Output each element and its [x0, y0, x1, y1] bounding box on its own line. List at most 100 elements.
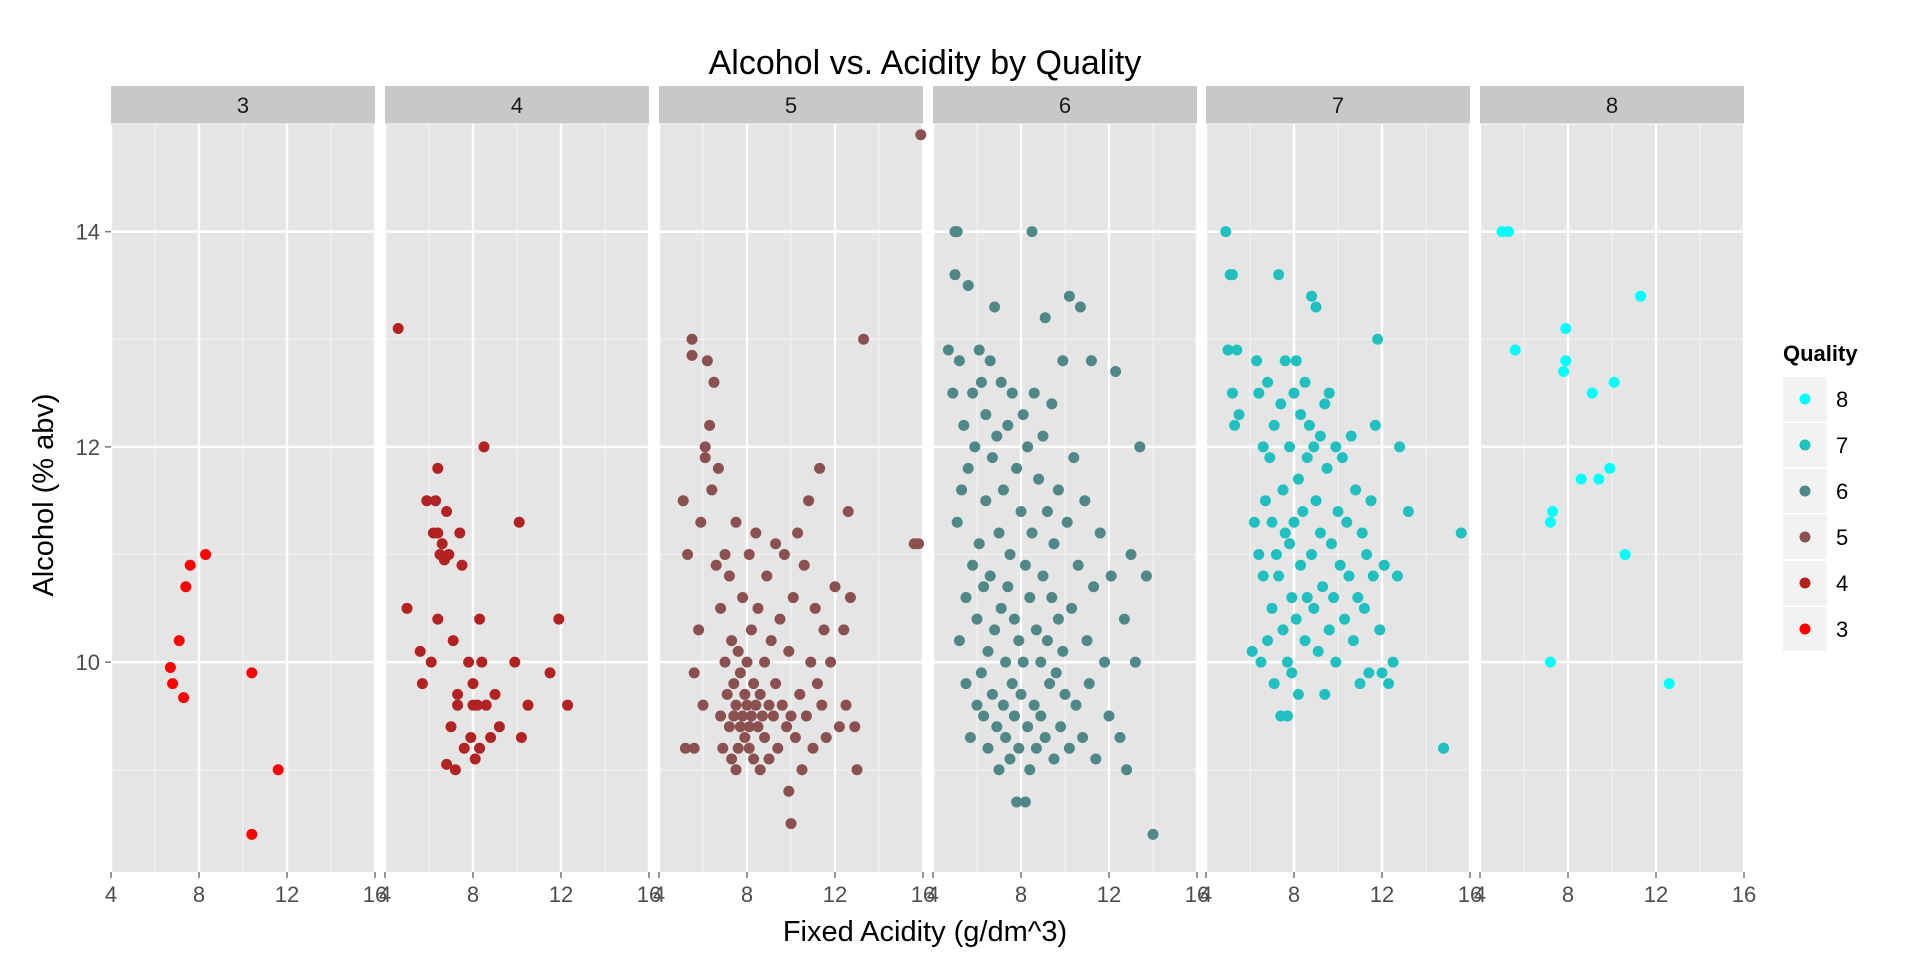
data-point: [1000, 656, 1012, 668]
data-point: [842, 505, 854, 517]
data-point: [971, 613, 983, 625]
data-point: [1314, 430, 1326, 442]
data-point: [748, 753, 760, 765]
data-point: [807, 742, 819, 754]
x-tick-label: 4: [927, 882, 939, 907]
data-point: [818, 624, 830, 636]
data-point: [947, 387, 959, 399]
data-point: [953, 635, 965, 647]
data-point: [1004, 753, 1016, 765]
facet-strip-label: 3: [237, 93, 249, 118]
data-point: [1125, 549, 1137, 561]
data-point: [173, 635, 185, 647]
data-point: [1262, 635, 1274, 647]
data-point: [1248, 516, 1260, 528]
y-axis-label: Alcohol (% abv): [28, 393, 60, 596]
data-point: [765, 635, 777, 647]
x-tick-label: 8: [1015, 882, 1027, 907]
data-point: [449, 764, 461, 776]
data-point: [1376, 667, 1388, 679]
data-point: [721, 688, 733, 700]
data-point: [995, 602, 1007, 614]
data-point: [1350, 484, 1362, 496]
x-tick-label: 4: [1200, 882, 1212, 907]
data-point: [1268, 419, 1280, 431]
data-point: [421, 495, 433, 507]
data-point: [693, 624, 705, 636]
y-tick-label: 14: [76, 220, 100, 245]
data-point: [441, 505, 453, 517]
data-point: [1231, 344, 1243, 356]
data-point: [1575, 473, 1587, 485]
data-point: [1000, 731, 1012, 743]
data-point: [730, 764, 742, 776]
data-point: [1259, 495, 1271, 507]
legend-marker: [1799, 531, 1811, 543]
facet-strip: [659, 86, 923, 124]
data-point: [1028, 699, 1040, 711]
data-point: [1330, 441, 1342, 453]
data-point: [1365, 495, 1377, 507]
data-point: [476, 656, 488, 668]
data-point: [814, 462, 826, 474]
x-tick-label: 4: [379, 882, 391, 907]
data-point: [1081, 635, 1093, 647]
data-point: [489, 688, 501, 700]
data-point: [956, 484, 968, 496]
data-point: [1317, 581, 1329, 593]
data-point: [1268, 678, 1280, 690]
data-point: [732, 645, 744, 657]
data-point: [1251, 355, 1263, 367]
data-point: [1323, 387, 1335, 399]
data-point: [1050, 667, 1062, 679]
x-axis-label: Fixed Acidity (g/dm^3): [783, 916, 1067, 948]
data-point: [180, 581, 192, 593]
data-point: [1299, 376, 1311, 388]
data-point: [975, 376, 987, 388]
data-point: [401, 602, 413, 614]
data-point: [973, 538, 985, 550]
facet-strip: [385, 86, 649, 124]
data-point: [1290, 355, 1302, 367]
data-point: [1002, 581, 1014, 593]
data-point: [816, 699, 828, 711]
data-point: [1110, 366, 1122, 378]
x-tick-label: 4: [653, 882, 665, 907]
data-point: [246, 667, 258, 679]
legend-marker: [1799, 623, 1811, 635]
data-point: [840, 699, 852, 711]
data-point: [1011, 796, 1023, 808]
data-point: [1134, 441, 1146, 453]
facet-strip-label: 5: [785, 93, 797, 118]
data-point: [1319, 398, 1331, 410]
data-point: [697, 699, 709, 711]
data-point: [699, 452, 711, 464]
data-point: [184, 559, 196, 571]
facet-strip-label: 7: [1332, 93, 1344, 118]
data-point: [1369, 419, 1381, 431]
data-point: [1121, 764, 1133, 776]
data-point: [1222, 344, 1234, 356]
data-point: [997, 699, 1009, 711]
data-point: [695, 516, 707, 528]
data-point: [803, 495, 815, 507]
data-point: [1033, 473, 1045, 485]
data-point: [246, 828, 258, 840]
legend-label: 5: [1836, 525, 1848, 550]
data-point: [1308, 441, 1320, 453]
data-point: [1070, 699, 1082, 711]
data-point: [1026, 527, 1038, 539]
data-point: [1292, 473, 1304, 485]
data-point: [1306, 290, 1318, 302]
data-point: [1586, 387, 1598, 399]
legend-entry-7: 7: [1783, 423, 1848, 467]
y-tick-label: 12: [76, 435, 100, 460]
data-point: [1509, 344, 1521, 356]
facet-strip: [111, 86, 375, 124]
data-point: [414, 645, 426, 657]
data-point: [1323, 624, 1335, 636]
facet-strip-label: 8: [1606, 93, 1618, 118]
legend-marker: [1799, 439, 1811, 451]
